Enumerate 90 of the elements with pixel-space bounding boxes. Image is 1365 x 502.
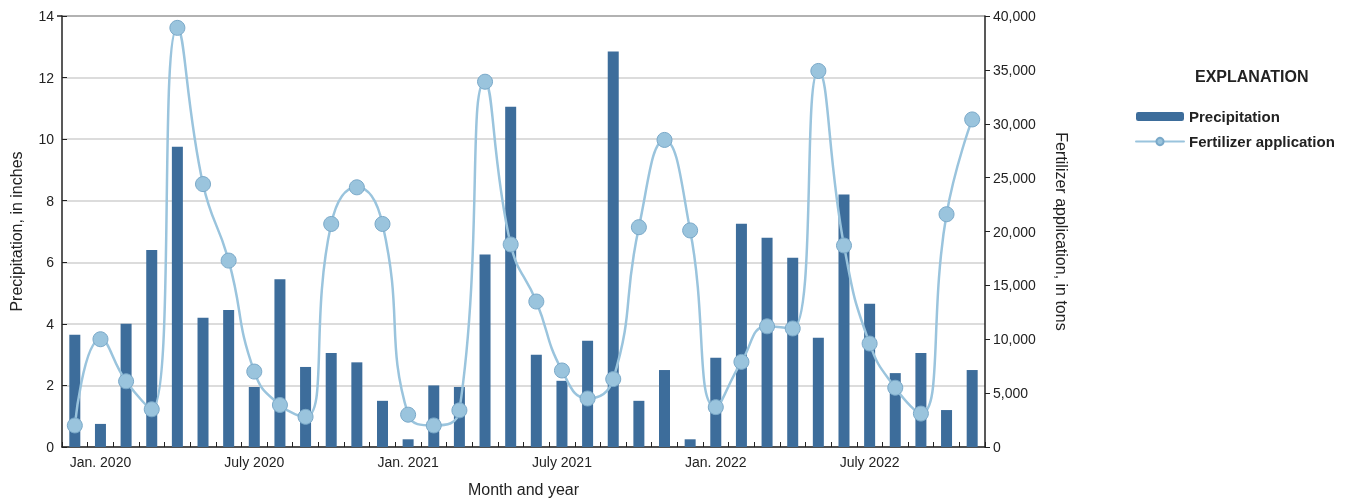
y-tick-label: 12: [38, 69, 55, 86]
point: [528, 293, 545, 310]
bar: [171, 146, 183, 447]
bar: [684, 439, 696, 447]
point: [656, 131, 673, 148]
point: [810, 62, 827, 79]
point: [605, 371, 622, 388]
point: [66, 417, 83, 434]
bar: [479, 254, 491, 447]
point: [502, 236, 519, 253]
bar: [735, 223, 747, 447]
point: [553, 362, 570, 379]
bar: [402, 439, 414, 447]
y-tick-label: 2: [46, 377, 55, 394]
point: [425, 417, 442, 434]
x-axis-title: Month and year: [467, 480, 580, 498]
point: [195, 176, 212, 193]
bar: [223, 310, 235, 447]
y-tick-label: 0: [46, 439, 55, 455]
bar: [530, 354, 542, 447]
y2-tick-label: 5,000: [993, 385, 1029, 402]
y2-tick-label: 20,000: [993, 223, 1037, 240]
point: [630, 219, 647, 236]
point: [220, 252, 237, 269]
point: [348, 179, 365, 196]
point: [759, 318, 776, 335]
y-tick-label: 14: [38, 8, 55, 24]
bar: [351, 362, 363, 447]
x-tick-label: Jan. 2022: [685, 454, 747, 470]
y-tick-label: 10: [38, 131, 55, 148]
point: [477, 73, 494, 90]
y-tick-label: 6: [46, 254, 55, 271]
bar: [274, 279, 286, 447]
bar: [812, 337, 824, 447]
point: [118, 373, 135, 390]
x-tick-label: Jan. 2021: [377, 454, 440, 470]
bar: [659, 370, 671, 447]
y2-tick-label: 30,000: [993, 115, 1037, 132]
point: [451, 402, 468, 419]
bar: [94, 423, 106, 447]
y2-tick-label: 10,000: [993, 331, 1037, 348]
point: [374, 215, 391, 232]
point: [733, 353, 750, 370]
y2-tick-label: 0: [993, 439, 1001, 455]
bar: [556, 380, 568, 447]
x-tick-label: July 2022: [839, 454, 900, 470]
legend-label: Precipitation: [1189, 108, 1280, 125]
point: [169, 19, 186, 36]
legend-label: Fertilizer application: [1189, 133, 1335, 150]
bar: [248, 386, 260, 447]
bar: [197, 317, 209, 447]
bar: [633, 400, 645, 447]
bar: [505, 106, 517, 447]
x-tick-label: July 2020: [224, 454, 285, 470]
point: [964, 111, 981, 128]
x-tick-label: July 2021: [531, 454, 593, 470]
bar: [761, 237, 773, 447]
point: [323, 215, 340, 232]
y-tick-label: 4: [46, 315, 55, 332]
point: [938, 206, 955, 223]
y2-tick-label: 25,000: [993, 169, 1037, 186]
point: [887, 379, 904, 396]
point: [861, 335, 878, 352]
bar: [966, 370, 978, 447]
bar: [146, 249, 158, 447]
point: [836, 237, 852, 254]
point: [92, 331, 109, 348]
point: [297, 408, 314, 425]
x-tick-label: Jan. 2020: [69, 454, 132, 470]
bar: [941, 410, 953, 447]
point: [246, 363, 263, 380]
y2-tick-label: 35,000: [993, 61, 1037, 78]
point: [400, 406, 417, 423]
bar: [787, 257, 799, 447]
point: [784, 320, 801, 337]
y2-tick-label: 40,000: [993, 8, 1037, 24]
bar: [376, 400, 388, 447]
point: [707, 399, 724, 416]
y-axis-title: Precipitation, in inches: [7, 151, 25, 312]
bar: [325, 353, 337, 447]
point: [682, 222, 699, 239]
bar: [607, 51, 619, 447]
y2-tick-label: 15,000: [993, 277, 1037, 294]
y-tick-label: 8: [46, 192, 55, 209]
point: [271, 396, 288, 413]
legend-title: EXPLANATION: [1195, 67, 1309, 85]
y2-axis-title: Fertilizer application, in tons: [1052, 132, 1070, 331]
point: [579, 390, 596, 407]
point: [143, 401, 160, 418]
point: [912, 405, 929, 422]
